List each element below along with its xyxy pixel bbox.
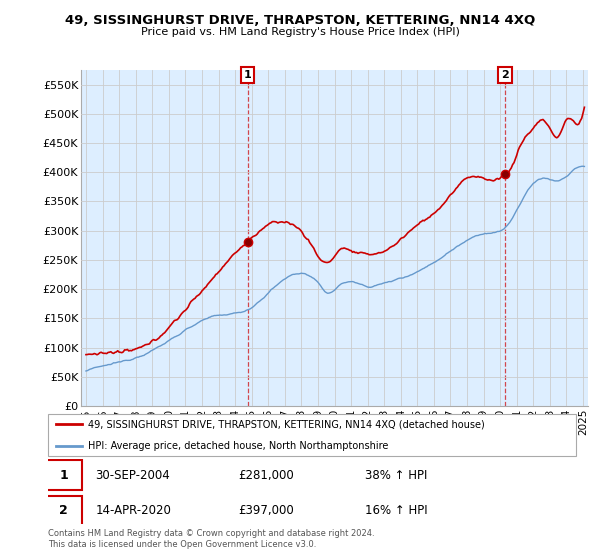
FancyBboxPatch shape xyxy=(46,496,82,525)
Text: 49, SISSINGHURST DRIVE, THRAPSTON, KETTERING, NN14 4XQ (detached house): 49, SISSINGHURST DRIVE, THRAPSTON, KETTE… xyxy=(88,419,484,430)
Text: 2: 2 xyxy=(501,70,509,80)
Text: 16% ↑ HPI: 16% ↑ HPI xyxy=(365,504,427,517)
Text: 2: 2 xyxy=(59,504,68,517)
Text: 30-SEP-2004: 30-SEP-2004 xyxy=(95,469,170,482)
Text: £281,000: £281,000 xyxy=(238,469,294,482)
Text: 1: 1 xyxy=(59,469,68,482)
Text: This data is licensed under the Open Government Licence v3.0.: This data is licensed under the Open Gov… xyxy=(48,540,316,549)
Text: £397,000: £397,000 xyxy=(238,504,294,517)
FancyBboxPatch shape xyxy=(46,460,82,490)
Text: 49, SISSINGHURST DRIVE, THRAPSTON, KETTERING, NN14 4XQ: 49, SISSINGHURST DRIVE, THRAPSTON, KETTE… xyxy=(65,14,535,27)
FancyBboxPatch shape xyxy=(48,414,576,456)
Text: 1: 1 xyxy=(244,70,251,80)
Text: 14-APR-2020: 14-APR-2020 xyxy=(95,504,172,517)
Text: 38% ↑ HPI: 38% ↑ HPI xyxy=(365,469,427,482)
Text: Price paid vs. HM Land Registry's House Price Index (HPI): Price paid vs. HM Land Registry's House … xyxy=(140,27,460,37)
Text: Contains HM Land Registry data © Crown copyright and database right 2024.: Contains HM Land Registry data © Crown c… xyxy=(48,529,374,538)
Text: HPI: Average price, detached house, North Northamptonshire: HPI: Average price, detached house, Nort… xyxy=(88,441,388,451)
